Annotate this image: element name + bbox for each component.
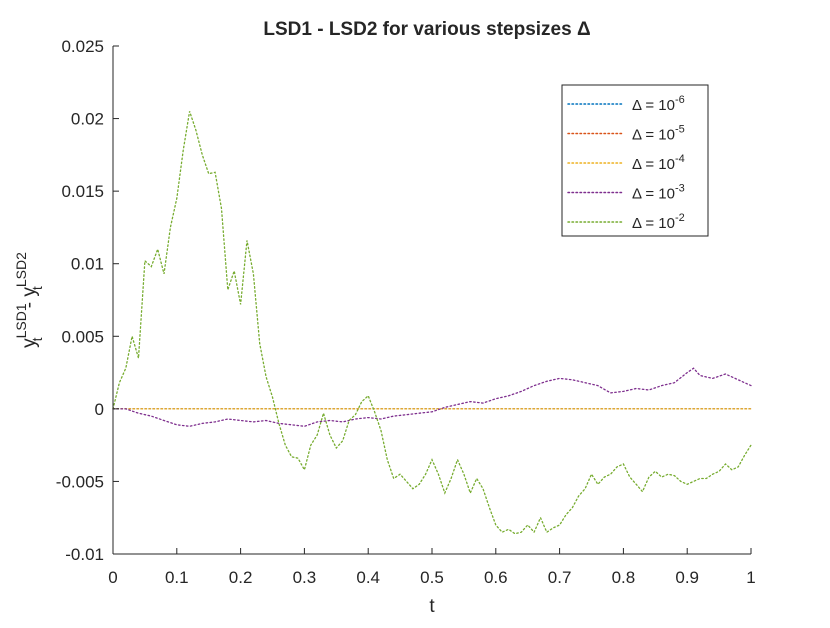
series-line-5	[112, 111, 752, 535]
legend-label-1: Δ = 10-6	[632, 94, 685, 114]
x-tick-label: 0.5	[420, 568, 444, 587]
y-label-sub-2: t	[29, 286, 45, 290]
y-tick-label: -0.01	[65, 545, 104, 564]
series-layer	[112, 111, 752, 535]
x-tick-label: 0.8	[612, 568, 636, 587]
y-tick-label: 0.025	[61, 37, 104, 56]
y-axis-label: yLSD1t - yLSD2t	[13, 252, 45, 348]
y-tick-label: 0.01	[71, 255, 104, 274]
chart-title: LSD1 - LSD2 for various stepsizes Δ	[263, 19, 590, 40]
legend-label-3: Δ = 10-4	[632, 153, 685, 173]
y-label-sup-1: LSD1	[13, 303, 29, 338]
legend-label-5: Δ = 10-2	[632, 212, 685, 232]
x-tick-label: 0	[108, 568, 117, 587]
x-tick-label: 1	[746, 568, 755, 587]
x-tick-label: 0.2	[229, 568, 253, 587]
y-label-sub-1: t	[29, 337, 45, 341]
y-tick-label: -0.005	[56, 472, 104, 491]
legend-box	[561, 84, 709, 237]
legend: Δ = 10-6 Δ = 10-5 Δ = 10-4 Δ = 10-3 Δ = 10-2	[561, 84, 709, 237]
y-tick-label: 0	[95, 400, 104, 419]
y-label-sup-2: LSD2	[13, 252, 29, 287]
x-tick-label: 0.7	[548, 568, 572, 587]
y-label-base-1: y	[19, 338, 40, 348]
legend-label-4: Δ = 10-3	[632, 183, 685, 203]
x-axis-label: t	[429, 596, 435, 617]
series-line-4	[112, 367, 752, 427]
y-tick-label: 0.015	[61, 182, 104, 201]
x-axis-ticks: 0 0.1 0.2 0.3 0.4 0.5 0.6 0.7 0.8 0.9 1	[108, 548, 756, 587]
y-label-base-2: y	[19, 287, 40, 297]
y-label-separator: -	[19, 297, 40, 314]
x-tick-label: 0.6	[484, 568, 508, 587]
x-tick-label: 0.3	[293, 568, 317, 587]
y-tick-label: 0.02	[71, 110, 104, 129]
x-tick-label: 0.9	[675, 568, 699, 587]
x-tick-label: 0.4	[356, 568, 380, 587]
legend-label-2: Δ = 10-5	[632, 124, 685, 144]
y-axis-ticks: -0.01 -0.005 0 0.005 0.01 0.015 0.02 0.025	[56, 37, 119, 564]
x-tick-label: 0.1	[165, 568, 189, 587]
y-tick-label: 0.005	[61, 327, 104, 346]
